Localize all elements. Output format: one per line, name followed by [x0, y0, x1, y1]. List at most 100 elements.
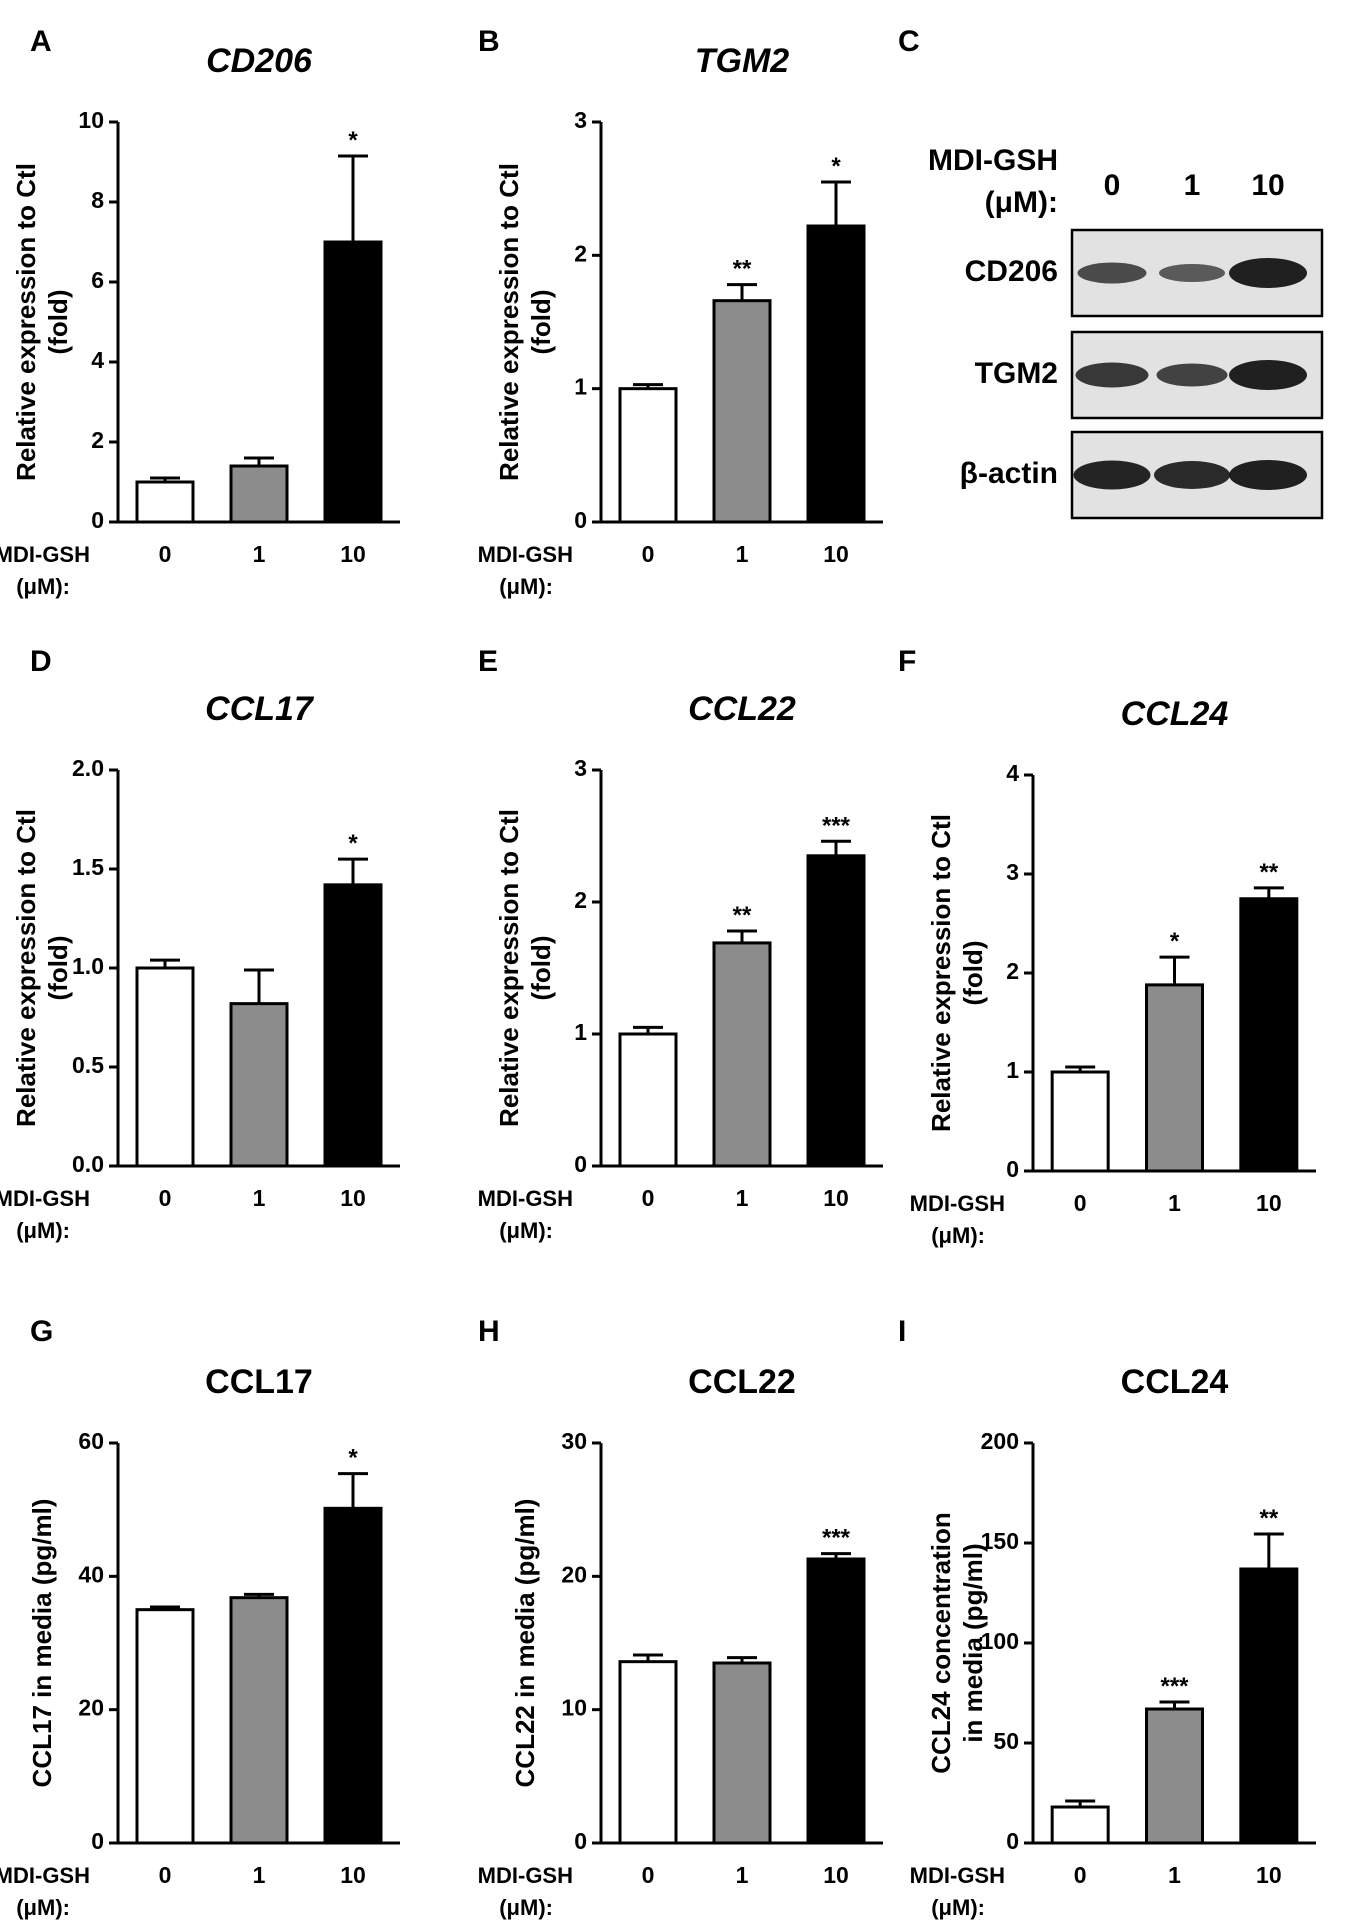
- y-tick-label: 2: [574, 240, 587, 266]
- y-tick-label: 0.5: [72, 1052, 104, 1078]
- bar: [618, 1660, 678, 1845]
- chart-panel-a: A CD206 Relative expression to Ctl (fold) 0 2…: [0, 25, 400, 599]
- chart-panel-e: E CCL22 Relative expression to Ctl (fold) 0 1…: [478, 645, 883, 1243]
- x-category-label: 10: [823, 1185, 849, 1211]
- y-axis-label: Relative expression to Ctl: [11, 809, 41, 1127]
- y-tick-label: 1: [574, 1019, 587, 1045]
- x-row-label: MDI-GSH: [478, 1186, 573, 1211]
- y-tick-label: 0: [574, 1151, 587, 1177]
- x-row-label-unit: (μM):: [499, 1218, 553, 1243]
- x-row-label: MDI-GSH: [910, 1191, 1005, 1216]
- chart-title: CCL22: [688, 690, 796, 728]
- y-axis-label: Relative expression to Ctl: [11, 163, 41, 481]
- y-tick-label: 0: [1006, 1828, 1019, 1854]
- x-category-label: 10: [340, 1185, 366, 1211]
- x-category-label: 1: [253, 1185, 266, 1211]
- bar: [229, 1596, 289, 1845]
- blot-band: [1229, 258, 1307, 288]
- y-tick-label: 3: [1006, 859, 1019, 885]
- bar: [806, 1557, 866, 1845]
- y-tick-label: 1.5: [72, 854, 104, 880]
- significance-label: *: [831, 153, 841, 180]
- panel-letter: F: [898, 645, 916, 678]
- blot-band: [1229, 360, 1307, 390]
- bar: [135, 1608, 195, 1845]
- blot-band: [1077, 262, 1147, 284]
- x-category-label: 10: [1256, 1862, 1282, 1888]
- x-category-label: 1: [253, 541, 266, 567]
- y-axis-label: Relative expression to Ctl: [926, 814, 956, 1132]
- panel-letter: C: [898, 25, 920, 58]
- chart-panel-h: H CCL22 CCL22 in media (pg/ml) 0 10 20 30 0 1 ***…: [478, 1315, 883, 1920]
- bar: [806, 854, 866, 1168]
- x-category-label: 10: [1256, 1190, 1282, 1216]
- blot-band: [1154, 461, 1230, 489]
- x-category-label: 10: [823, 541, 849, 567]
- blot-band: [1229, 460, 1307, 490]
- panel-letter: E: [478, 645, 498, 678]
- blot-row-label: TGM2: [975, 357, 1058, 390]
- x-row-label-unit: (μM):: [931, 1895, 985, 1920]
- significance-label: **: [1259, 1505, 1278, 1532]
- y-tick-label: 3: [574, 755, 587, 781]
- y-axis-label: (fold): [958, 941, 988, 1006]
- y-axis-label: (fold): [43, 290, 73, 355]
- x-category-label: 1: [1168, 1862, 1181, 1888]
- x-row-label: MDI-GSH: [478, 1863, 573, 1888]
- bar: [1145, 1707, 1204, 1845]
- significance-label: *: [348, 1445, 358, 1472]
- y-tick-label: 100: [981, 1628, 1019, 1654]
- significance-label: ***: [1160, 1673, 1189, 1700]
- chart-title: TGM2: [695, 42, 790, 80]
- chart-panel-f: F CCL24 Relative expression to Ctl (fold) 0 1…: [898, 645, 1316, 1248]
- y-axis-label: in media (pg/ml): [958, 1543, 988, 1742]
- y-axis-label: (fold): [43, 936, 73, 1001]
- x-row-label: MDI-GSH: [0, 1186, 90, 1211]
- x-row-label-unit: (μM):: [499, 574, 553, 599]
- bar: [229, 464, 289, 524]
- bar: [1145, 983, 1204, 1173]
- x-row-label: MDI-GSH: [0, 542, 90, 567]
- bar: [1050, 1070, 1110, 1173]
- y-tick-label: 0: [1006, 1156, 1019, 1182]
- y-tick-label: 150: [981, 1528, 1019, 1554]
- y-tick-label: 50: [993, 1728, 1019, 1754]
- blot-row-label: CD206: [965, 255, 1058, 288]
- bar: [712, 299, 772, 524]
- y-tick-label: 200: [981, 1428, 1019, 1454]
- x-category-label: 10: [823, 1862, 849, 1888]
- chart-panel-g: G CCL17 CCL17 in media (pg/ml) 0 20 40 60 0 1 * 10…: [0, 1315, 400, 1920]
- x-category-label: 0: [1074, 1190, 1087, 1216]
- bar: [1239, 897, 1299, 1173]
- y-tick-label: 8: [91, 187, 104, 213]
- chart-title: CCL24: [1121, 695, 1229, 733]
- bar: [1239, 1567, 1299, 1845]
- significance-label: ***: [822, 812, 851, 839]
- x-row-label-unit: (μM):: [16, 1218, 70, 1243]
- x-row-label-unit: (μM):: [499, 1895, 553, 1920]
- blot-lane-label: 1: [1184, 169, 1201, 202]
- y-tick-label: 4: [1006, 760, 1019, 786]
- y-tick-label: 60: [78, 1428, 104, 1454]
- y-tick-label: 6: [91, 267, 104, 293]
- x-row-label-unit: (μM):: [16, 574, 70, 599]
- panel-letter: D: [30, 645, 52, 678]
- western-blot-panel: C MDI-GSH (μM): 0 1 10 CD206 TGM2 β-actin: [898, 25, 1324, 520]
- x-category-label: 1: [736, 1862, 749, 1888]
- y-tick-label: 0: [91, 507, 104, 533]
- chart-panel-b: B TGM2 Relative expression to Ctl (fold) 0 1 2…: [478, 25, 883, 599]
- bar: [323, 1506, 383, 1845]
- significance-label: *: [1170, 928, 1180, 955]
- x-row-label: MDI-GSH: [910, 1863, 1005, 1888]
- bar: [618, 1032, 678, 1168]
- chart-title: CCL17: [205, 1363, 313, 1401]
- x-category-label: 10: [340, 1862, 366, 1888]
- y-tick-label: 1: [574, 374, 587, 400]
- blot-treatment-unit: (μM):: [985, 186, 1058, 219]
- blot-row-label: β-actin: [960, 457, 1058, 490]
- bar: [135, 966, 195, 1168]
- x-category-label: 1: [736, 1185, 749, 1211]
- bar: [323, 883, 383, 1168]
- significance-label: **: [1259, 859, 1278, 886]
- y-tick-label: 2: [574, 887, 587, 913]
